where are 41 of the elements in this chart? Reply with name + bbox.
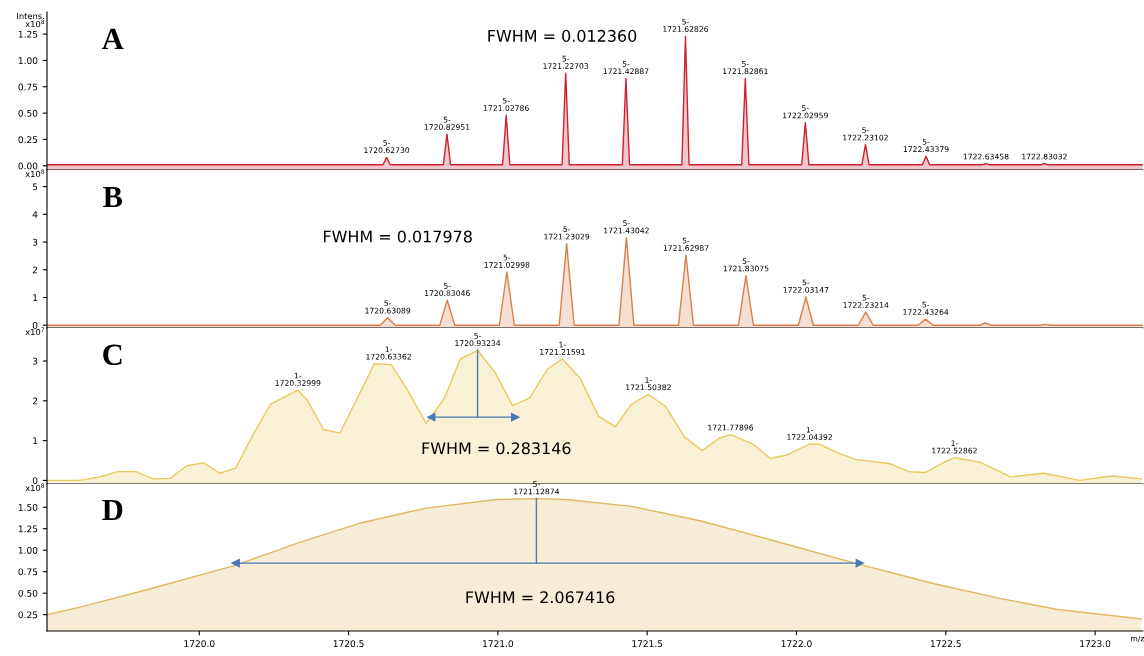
annotation: FWHM = 0.283146 [422,442,571,455]
y-tick-label: 0.50 [18,589,38,597]
y-tick-label: 0 [32,321,38,329]
y-tick-label: 0.50 [18,109,38,117]
chart-title: B [103,186,123,208]
y-tick-label: 1.25 [18,525,38,533]
x-tick-label: 1722.5 [930,640,961,648]
chart-title: C [103,344,122,366]
y-tick-label: 5 [32,183,38,191]
y-tick-label: 2 [32,266,38,274]
y-tick-label: 3 [32,238,38,246]
y-tick-label: 0.75 [18,568,38,576]
y-tick-label: 1 [33,437,38,445]
x-tick-label: 1723.0 [1080,640,1111,648]
y-tick-label: 0.25 [18,611,38,619]
y-tick-label: 3 [32,357,38,365]
x-tick-label: 1721.5 [632,640,663,648]
y-tick-label: 1.50 [18,503,38,511]
y-tick-label: 0.75 [18,83,38,91]
y-axis-title: Intens. x10$^{8}$ [17,13,45,28]
y-tick-label: 0.25 [18,136,38,144]
x-tick-label: 1722.0 [781,640,812,648]
y-tick-label: 1 [33,294,38,301]
annotation: FWHM = 2.067416 [466,591,615,604]
annotation: FWHM = 0.012360 [488,29,637,42]
y-axis-title: x10$^{7}$ [25,327,45,336]
chart-title: A [102,28,124,49]
x-tick-label: 1721.0 [483,640,514,648]
chart-title: D [102,499,123,520]
y-tick-label: 0 [32,477,38,484]
y-axis-title: x10$^{8}$ [25,169,45,178]
x-tick-label: 1720.5 [333,640,364,648]
x-tick-label: 1720.0 [184,640,215,648]
y-tick-label: 2 [32,397,38,405]
y-tick-label: 1.00 [18,546,38,554]
y-tick-label: 1.25 [18,30,38,38]
y-tick-label: 1.00 [18,57,38,65]
y-axis-title: x10$^{8}$ [25,483,45,492]
y-tick-label: 0.00 [18,162,38,170]
annotation: FWHM = 0.017978 [323,230,472,243]
y-tick-label: 4 [32,211,38,218]
